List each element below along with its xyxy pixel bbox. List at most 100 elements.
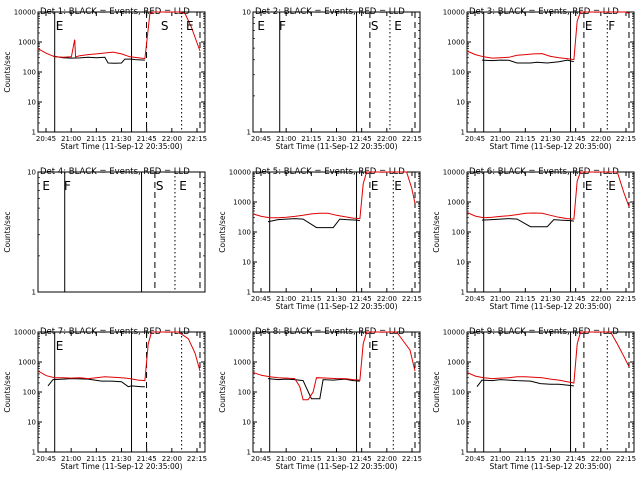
x-tick-label: 22:00 (377, 455, 397, 463)
x-tick-label: 22:15 (402, 135, 422, 143)
plot-title: Det 2: BLACK = Events, RED = LLD (255, 7, 405, 17)
subplot-7: Det 7: BLACK = Events, RED = LLD 1 10 100 10… (3, 327, 207, 471)
plot-title: Det 1: BLACK = Events, RED = LLD (40, 7, 190, 17)
y-tick-label: 100 (452, 69, 465, 77)
y-tick-label: 10 (242, 9, 251, 17)
event-marker-label: F (56, 19, 63, 33)
series-black-line (52, 55, 145, 64)
x-tick-label: 22:15 (616, 455, 636, 463)
y-tick-label: 1000 (233, 359, 251, 367)
x-tick-label: 21:45 (352, 455, 372, 463)
event-marker-label: E (56, 19, 64, 33)
x-tick-label: 20:45 (251, 295, 271, 303)
y-tick-label: 1 (32, 129, 36, 137)
subplot-4: Det 4: BLACK = Events, RED = LLD 1 10 Count… (3, 167, 206, 297)
y-tick-label: 1 (32, 449, 36, 457)
series-black-line (47, 378, 145, 388)
y-tick-label: 10000 (443, 9, 465, 17)
event-marker-label: E (585, 19, 593, 33)
x-tick-label: 20:45 (36, 135, 56, 143)
y-tick-label: 1000 (447, 39, 465, 47)
x-tick-label: 21:15 (301, 135, 321, 143)
x-tick-label: 22:15 (402, 455, 422, 463)
x-axis-label: Start Time (11-Sep-12 20:35:00) (276, 142, 398, 151)
event-marker-label: E (585, 179, 593, 193)
x-tick-label: 20:45 (251, 455, 271, 463)
y-tick-label: 10 (242, 419, 251, 427)
x-tick-label: 21:30 (540, 295, 560, 303)
x-tick-label: 22:15 (616, 295, 636, 303)
subplot-1: Det 1: BLACK = Events, RED = LLD 1 10 100 10… (3, 7, 207, 151)
x-tick-label: 21:00 (490, 455, 510, 463)
x-tick-label: 21:00 (490, 135, 510, 143)
y-axis-label: Counts/sec (3, 51, 12, 92)
event-marker-label: E (56, 339, 64, 353)
subplot-3: Det 3: BLACK = Events, RED = LLD 1 10 100 10… (443, 7, 636, 151)
subplot-8: Det 8: BLACK = Events, RED = LLD 1 10 100 10… (218, 327, 422, 471)
y-tick-label: 10 (27, 419, 36, 427)
series-red-line (37, 11, 201, 60)
event-marker-label: E (179, 179, 187, 193)
y-tick-label: 1 (461, 449, 465, 457)
y-tick-label: 1000 (447, 199, 465, 207)
x-tick-label: 21:45 (566, 135, 586, 143)
event-marker-label: F (64, 179, 71, 193)
y-tick-label: 10000 (229, 329, 251, 337)
x-tick-label: 21:15 (515, 135, 535, 143)
plot-title: Det 8: BLACK = Events, RED = LLD (255, 327, 405, 337)
x-tick-label: 21:00 (276, 135, 296, 143)
series-black-line (476, 379, 574, 388)
y-tick-label: 10000 (14, 329, 36, 337)
y-tick-label: 1 (247, 449, 251, 457)
y-tick-label: 10 (456, 259, 465, 267)
series-red-line (466, 11, 630, 61)
y-tick-label: 1000 (447, 359, 465, 367)
plot-title: Det 9: BLACK = Events, RED = LLD (469, 327, 619, 337)
x-tick-label: 21:00 (276, 295, 296, 303)
x-tick-label: 20:45 (465, 135, 485, 143)
x-tick-label: 21:15 (86, 135, 106, 143)
y-tick-label: 10 (456, 99, 465, 107)
x-tick-label: 22:00 (162, 135, 182, 143)
y-tick-label: 10 (456, 419, 465, 427)
plot-title: Det 3: BLACK = Events, RED = LLD (469, 7, 619, 17)
plot-frame (466, 331, 635, 453)
plot-frame (252, 331, 421, 453)
y-axis-label: Counts/sec (218, 371, 227, 412)
series-black-line (267, 218, 360, 229)
event-marker-label: E (394, 19, 402, 33)
x-axis-label: Start Time (11-Sep-12 20:35:00) (490, 142, 612, 151)
y-tick-label: 1 (247, 289, 251, 297)
y-tick-label: 10 (27, 169, 36, 177)
x-axis-label: Start Time (11-Sep-12 20:35:00) (61, 462, 183, 471)
y-tick-label: 10000 (229, 169, 251, 177)
x-tick-label: 21:15 (515, 295, 535, 303)
y-tick-label: 1 (461, 289, 465, 297)
x-tick-label: 22:15 (402, 295, 422, 303)
x-tick-label: 21:30 (111, 135, 131, 143)
x-tick-label: 21:00 (61, 455, 81, 463)
x-tick-label: 21:30 (326, 295, 346, 303)
x-tick-label: 20:45 (251, 135, 271, 143)
y-axis-label: Counts/sec (3, 371, 12, 412)
y-tick-label: 100 (23, 389, 36, 397)
x-tick-label: 21:45 (566, 295, 586, 303)
x-tick-label: 21:30 (111, 455, 131, 463)
y-tick-label: 10000 (443, 329, 465, 337)
x-tick-label: 21:30 (540, 135, 560, 143)
x-tick-label: 21:00 (61, 135, 81, 143)
event-marker-label: E (394, 179, 402, 193)
y-tick-label: 1 (32, 289, 36, 297)
series-red-line (466, 171, 630, 220)
event-marker-label: E (371, 339, 379, 353)
y-axis-label: Counts/sec (432, 371, 441, 412)
x-tick-label: 20:45 (465, 295, 485, 303)
x-tick-label: 21:30 (540, 455, 560, 463)
x-tick-label: 21:45 (352, 295, 372, 303)
plot-title: Det 4: BLACK = Events, RED = LLD (40, 167, 190, 177)
x-tick-label: 21:00 (276, 455, 296, 463)
y-tick-label: 100 (452, 389, 465, 397)
plot-title: Det 7: BLACK = Events, RED = LLD (40, 327, 190, 337)
x-tick-label: 21:30 (326, 135, 346, 143)
event-marker-label: E (186, 19, 194, 33)
